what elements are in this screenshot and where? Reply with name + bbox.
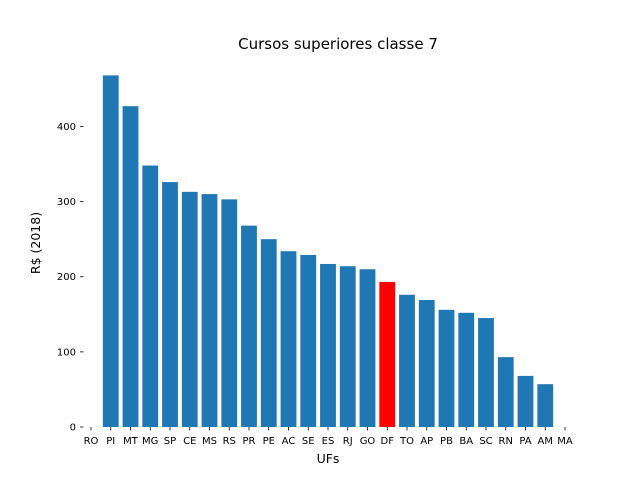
bar-df [379, 282, 396, 427]
x-tick-label-ap: AP [420, 436, 433, 447]
bar-ba [458, 312, 475, 427]
bar-pa [517, 375, 534, 427]
bar-to [399, 294, 415, 427]
bar-ap [418, 300, 435, 427]
chart-title: Cursos superiores classe 7 [238, 35, 438, 53]
x-tick-label-pi: PI [106, 436, 115, 447]
x-axis-label: UFs [317, 451, 340, 466]
bar-sc [478, 318, 494, 427]
x-tick-label-pe: PE [263, 436, 275, 447]
bar-ac [280, 251, 297, 427]
x-tick-label-rs: RS [223, 436, 236, 447]
x-tick-label-ce: CE [183, 436, 196, 447]
bar-am [537, 384, 554, 427]
x-tick-label-sp: SP [164, 436, 176, 447]
x-tick-label-ma: MA [557, 436, 573, 447]
x-tick-label-pa: PA [519, 436, 531, 447]
bar-pr [241, 225, 257, 427]
x-tick-label-df: DF [381, 436, 395, 447]
y-tick-label-100: 100 [57, 347, 76, 358]
y-axis: 0 100 200 300 400 [57, 122, 84, 434]
bar-pe [260, 239, 277, 427]
y-tick-label-0: 0 [70, 423, 76, 434]
y-tick-label-300: 300 [57, 197, 76, 208]
bars-group [102, 75, 554, 428]
bar-es [320, 263, 336, 427]
y-axis-label: R$ (2018) [28, 212, 43, 274]
bar-pb [438, 309, 455, 427]
bar-mg [142, 165, 159, 428]
x-tick-label-pb: PB [440, 436, 453, 447]
y-tick-label-400: 400 [57, 122, 76, 133]
y-tick-label-200: 200 [57, 272, 76, 283]
x-tick-label-es: ES [322, 436, 335, 447]
x-tick-label-ac: AC [282, 436, 296, 447]
x-axis: RO PI MT MG SP CE MS RS PR PE AC SE ES RJ GO DF TO AP PB BA… [84, 427, 573, 447]
x-tick-label-pr: PR [243, 436, 256, 447]
x-tick-label-mg: MG [142, 436, 158, 447]
x-tick-label-am: AM [538, 436, 553, 447]
x-tick-label-mt: MT [123, 436, 139, 447]
x-tick-label-ba: BA [459, 436, 473, 447]
x-tick-label-ms: MS [202, 436, 217, 447]
bar-go [359, 269, 376, 427]
bar-rn [497, 357, 514, 427]
bar-sp [162, 182, 178, 427]
bar-ce [181, 191, 198, 427]
bar-rs [221, 199, 238, 427]
x-tick-label-go: GO [360, 436, 376, 447]
x-tick-label-ro: RO [84, 436, 99, 447]
x-tick-label-rj: RJ [343, 436, 353, 447]
bar-ms [201, 194, 218, 427]
x-tick-label-rn: RN [499, 436, 513, 447]
bar-mt [122, 106, 139, 427]
bar-rj [339, 266, 356, 427]
x-tick-label-se: SE [302, 436, 315, 447]
x-tick-label-to: TO [399, 436, 414, 447]
bar-se [300, 254, 317, 427]
x-tick-label-sc: SC [479, 436, 492, 447]
bar-pi [102, 75, 119, 427]
